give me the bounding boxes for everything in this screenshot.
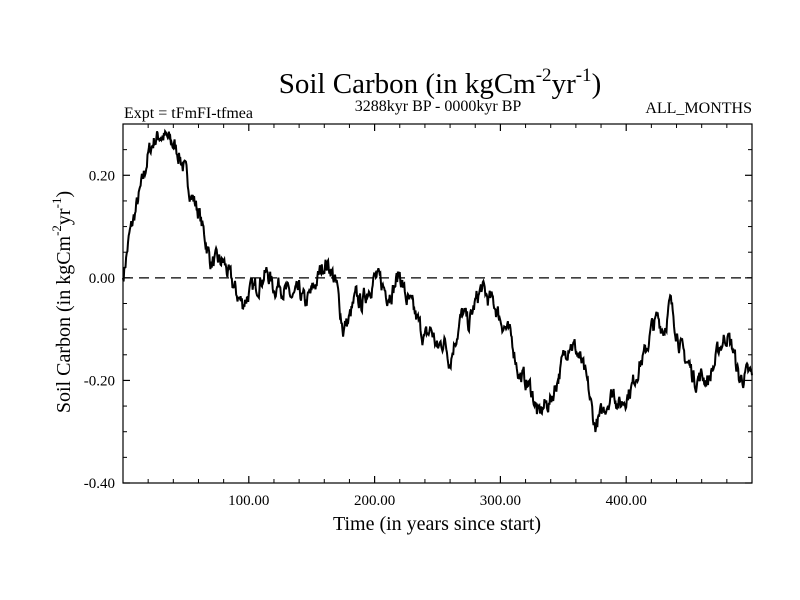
soil-carbon-series-line	[122, 128, 753, 433]
plot-frame	[122, 123, 753, 484]
x-tick-label: 400.00	[606, 493, 647, 509]
experiment-label: Expt = tFmFI-tfmea	[124, 105, 253, 122]
months-label: ALL_MONTHS	[645, 100, 752, 117]
x-axis-ticks: 100.00 200.00 300.00 400.00	[147, 124, 728, 509]
x-axis-label: Time (in years since start)	[333, 513, 541, 535]
y-axis-label: Soil Carbon (in kgCm-2yr-1)	[49, 191, 75, 413]
y-tick-label: 0.20	[89, 168, 115, 184]
y-tick-label: 0.00	[89, 271, 115, 287]
y-tick-label: -0.20	[84, 373, 115, 389]
x-tick-label: 100.00	[228, 493, 269, 509]
y-axis-ticks: 0.20 0.00 -0.20 -0.40	[84, 149, 752, 492]
x-tick-label: 200.00	[354, 493, 395, 509]
time-range-label: 3288kyr BP - 0000kyr BP	[355, 98, 522, 115]
x-tick-label: 300.00	[480, 493, 521, 509]
y-tick-label: -0.40	[84, 476, 115, 492]
chart-title: Soil Carbon (in kgCm-2yr-1)	[279, 65, 601, 100]
